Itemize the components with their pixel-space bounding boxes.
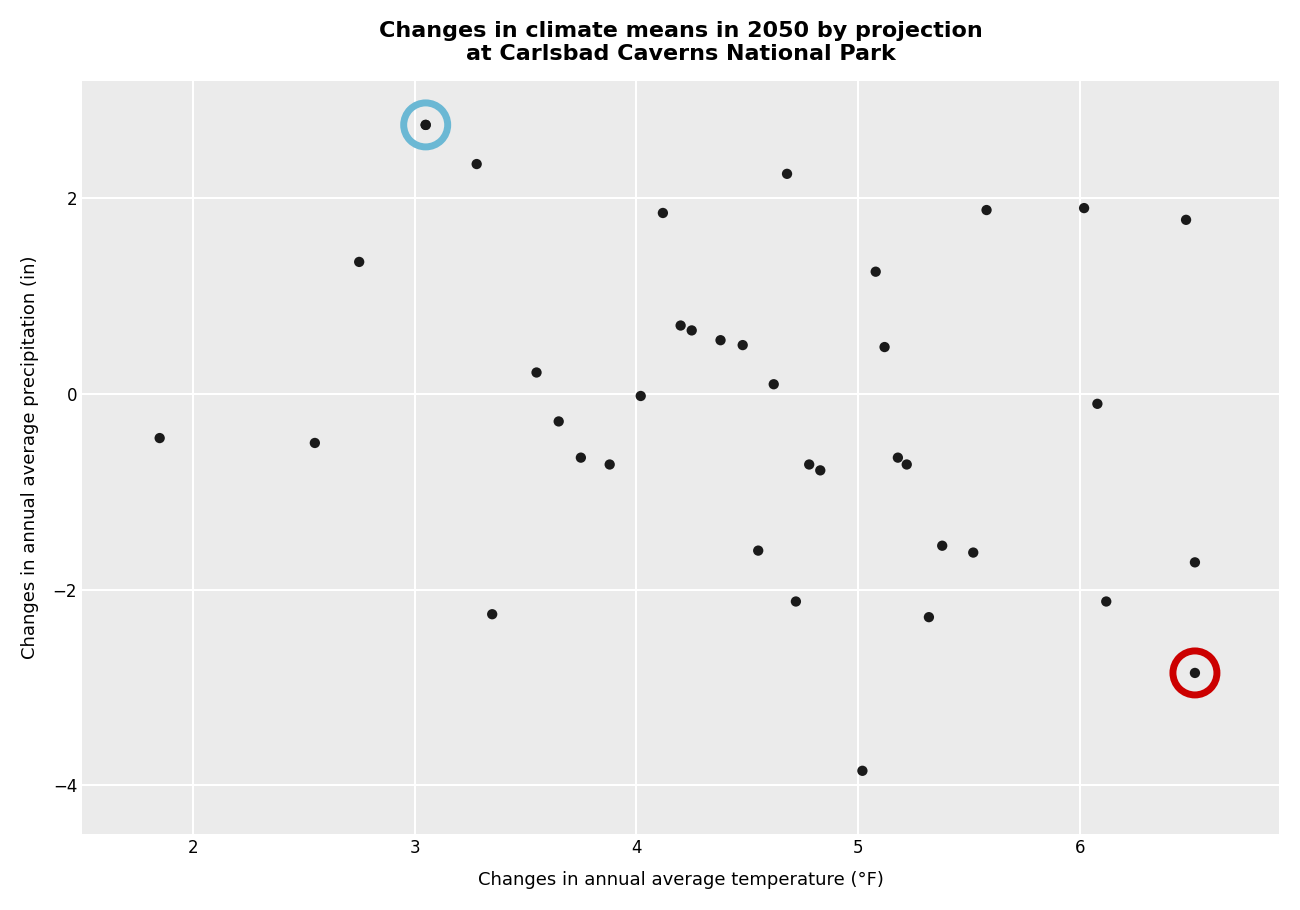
Point — [571, 450, 592, 465]
Point — [671, 318, 692, 333]
Point — [963, 545, 984, 560]
Point — [976, 203, 997, 217]
Point — [710, 333, 731, 348]
Point — [776, 167, 797, 181]
Point — [482, 607, 503, 622]
Point — [681, 323, 702, 338]
Point — [732, 338, 753, 352]
Point — [549, 414, 569, 429]
Point — [785, 594, 806, 609]
Point — [630, 389, 651, 403]
Point — [763, 377, 784, 391]
Point — [798, 457, 819, 471]
Point — [1074, 201, 1095, 216]
Point — [348, 255, 369, 269]
Point — [932, 539, 953, 553]
X-axis label: Changes in annual average temperature (°F): Changes in annual average temperature (°… — [477, 871, 884, 889]
Point — [1096, 594, 1117, 609]
Point — [852, 763, 872, 778]
Point — [150, 430, 170, 445]
Point — [1184, 665, 1205, 680]
Y-axis label: Changes in annual average precipitation (in): Changes in annual average precipitation … — [21, 256, 39, 660]
Point — [467, 157, 488, 171]
Point — [415, 117, 436, 132]
Point — [1175, 213, 1196, 228]
Point — [888, 450, 909, 465]
Point — [874, 339, 894, 354]
Point — [599, 457, 620, 471]
Point — [919, 610, 940, 624]
Point — [896, 457, 916, 471]
Point — [415, 117, 436, 132]
Point — [653, 206, 673, 220]
Point — [526, 365, 547, 379]
Point — [747, 543, 768, 558]
Title: Changes in climate means in 2050 by projection
at Carlsbad Caverns National Park: Changes in climate means in 2050 by proj… — [378, 21, 983, 64]
Point — [1087, 397, 1108, 411]
Point — [304, 436, 325, 450]
Point — [810, 463, 831, 478]
Point — [866, 265, 887, 279]
Point — [1184, 555, 1205, 570]
